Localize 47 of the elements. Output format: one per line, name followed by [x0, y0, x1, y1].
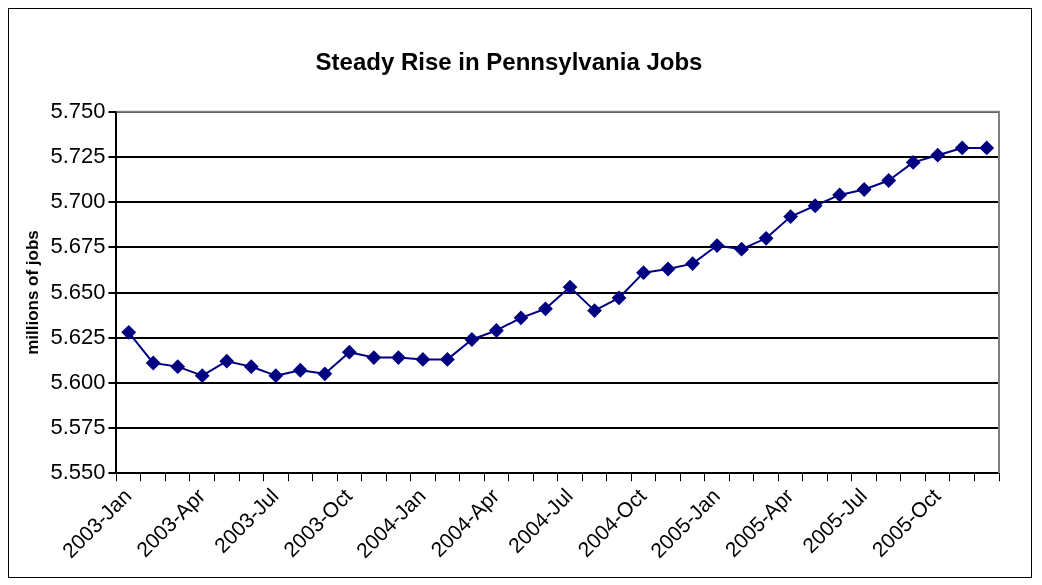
y-axis-title: millions of jobs — [22, 230, 42, 355]
point — [489, 323, 504, 338]
point — [146, 356, 161, 371]
y-tick-label: 5.700 — [50, 188, 106, 214]
point — [759, 231, 774, 246]
point — [930, 148, 945, 163]
point — [293, 363, 308, 378]
point — [661, 262, 676, 277]
point — [562, 280, 577, 295]
point — [366, 350, 381, 365]
point — [955, 140, 970, 155]
point — [219, 354, 234, 369]
point — [808, 198, 823, 213]
point — [121, 325, 136, 340]
point — [317, 366, 332, 381]
y-tick-label: 5.750 — [50, 97, 106, 123]
point — [636, 265, 651, 280]
chart-title: Steady Rise in Pennsylvania Jobs — [315, 48, 703, 76]
point — [857, 182, 872, 197]
point — [881, 173, 896, 188]
point — [710, 238, 725, 253]
point — [391, 350, 406, 365]
point — [268, 368, 283, 383]
point — [415, 352, 430, 367]
point — [685, 256, 700, 271]
point — [440, 352, 455, 367]
point — [612, 290, 627, 305]
point — [244, 359, 259, 374]
point — [170, 359, 185, 374]
point — [513, 310, 528, 325]
y-tick-label: 5.600 — [50, 368, 106, 394]
y-tick-label: 5.550 — [50, 459, 106, 485]
y-tick-label: 5.625 — [50, 323, 106, 349]
point — [979, 140, 994, 155]
point — [538, 301, 553, 316]
point — [342, 345, 357, 360]
point — [195, 368, 210, 383]
y-tick-label: 5.725 — [50, 143, 106, 169]
point — [734, 242, 749, 257]
point — [832, 187, 847, 202]
y-tick-label: 5.575 — [50, 414, 106, 440]
point — [464, 332, 479, 347]
point — [587, 303, 602, 318]
point — [906, 155, 921, 170]
point — [783, 209, 798, 224]
y-tick-label: 5.675 — [50, 233, 106, 259]
y-tick-label: 5.650 — [50, 278, 106, 304]
